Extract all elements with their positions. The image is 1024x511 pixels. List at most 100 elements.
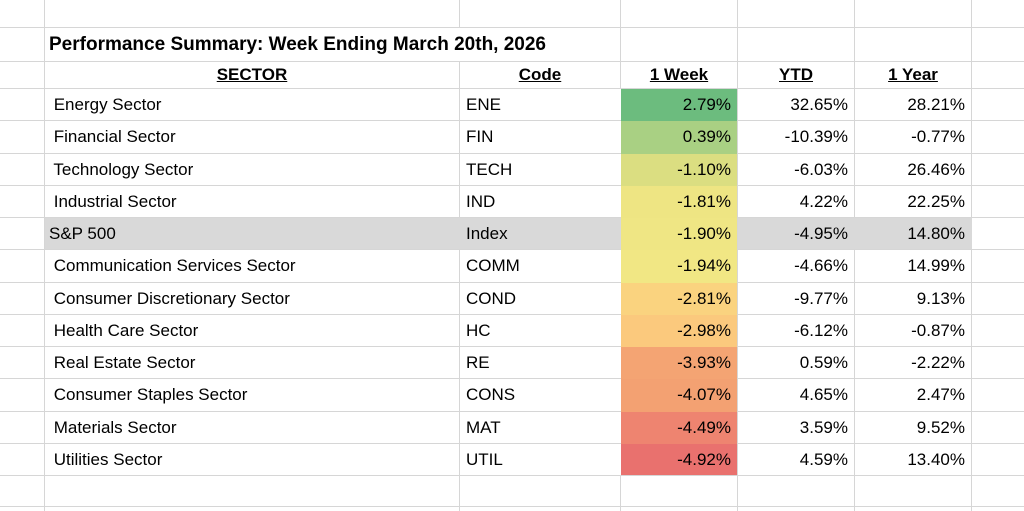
column-header-code[interactable]: Code — [460, 62, 621, 88]
cell-ytd-value[interactable]: -9.77% — [738, 282, 855, 314]
cell-one-year-value[interactable]: -0.77% — [855, 121, 972, 153]
empty-cell[interactable] — [972, 62, 1024, 88]
cell-sector-name[interactable]: S&P 500 — [45, 218, 460, 250]
empty-cell[interactable] — [0, 476, 45, 506]
empty-cell[interactable] — [972, 218, 1024, 249]
cell-one-week-value[interactable]: -2.81% — [621, 282, 738, 315]
empty-cell[interactable] — [972, 476, 1024, 506]
column-header-ytd[interactable]: YTD — [738, 62, 855, 88]
cell-one-week-value[interactable]: -4.07% — [621, 379, 738, 412]
empty-cell[interactable] — [45, 476, 460, 506]
row-header-cell[interactable] — [0, 443, 45, 475]
cell-ytd-value[interactable]: -10.39% — [738, 121, 855, 153]
cell-one-year-value[interactable]: -2.22% — [855, 347, 972, 379]
row-header-cell[interactable] — [0, 250, 45, 282]
row-header-cell[interactable] — [0, 314, 45, 346]
cell-one-week-value[interactable]: -1.90% — [621, 218, 738, 251]
cell-one-week-value[interactable]: -3.93% — [621, 347, 738, 380]
cell-one-week-value[interactable]: -1.94% — [621, 250, 738, 283]
cell-sector-code[interactable]: FIN — [466, 127, 494, 147]
empty-cell[interactable] — [972, 250, 1024, 281]
cell-ytd-value[interactable]: 0.59% — [738, 347, 855, 379]
cell-one-year-value[interactable]: 14.99% — [855, 250, 972, 282]
row-header-cell[interactable] — [0, 153, 45, 185]
cell-sector-name[interactable]: Materials Sector — [45, 411, 460, 443]
cell-sector-name[interactable]: Consumer Discretionary Sector — [45, 282, 460, 314]
cell-ytd-value[interactable]: 32.65% — [738, 89, 855, 121]
empty-cell[interactable] — [621, 507, 738, 511]
cell-one-year-value[interactable]: 28.21% — [855, 89, 972, 121]
empty-cell[interactable] — [972, 154, 1024, 185]
empty-cell[interactable] — [972, 28, 1024, 61]
empty-cell[interactable] — [0, 62, 45, 88]
cell-one-week-value[interactable]: 2.79% — [621, 89, 738, 122]
cell-one-week-value[interactable]: -2.98% — [621, 314, 738, 347]
cell-one-week-value[interactable]: -4.49% — [621, 411, 738, 444]
cell-ytd-value[interactable]: 3.59% — [738, 411, 855, 443]
row-header-cell[interactable] — [0, 89, 45, 121]
row-header-cell[interactable] — [0, 121, 45, 153]
empty-cell[interactable] — [972, 315, 1024, 346]
sheet-title[interactable]: Performance Summary: Week Ending March 2… — [45, 28, 621, 61]
row-header-cell[interactable] — [0, 411, 45, 443]
cell-one-year-value[interactable]: 22.25% — [855, 185, 972, 217]
empty-cell[interactable] — [855, 0, 972, 27]
cell-sector-name[interactable]: Utilities Sector — [45, 443, 460, 475]
cell-sector-code[interactable]: Index — [460, 218, 621, 250]
cell-sector-code[interactable]: RE — [466, 353, 490, 372]
cell-one-week-value[interactable]: 0.39% — [621, 121, 738, 154]
cell-sector-code[interactable]: COMM — [466, 256, 520, 276]
cell-sector-code[interactable]: ENE — [466, 95, 501, 114]
cell-one-week-value[interactable]: -4.92% — [621, 443, 738, 475]
empty-cell[interactable] — [972, 379, 1024, 410]
empty-cell[interactable] — [0, 28, 45, 61]
cell-sector-name[interactable]: Consumer Staples Sector — [45, 379, 460, 411]
empty-cell[interactable] — [972, 89, 1024, 120]
cell-sector-code[interactable]: HC — [466, 320, 491, 340]
row-header-cell[interactable] — [0, 185, 45, 217]
column-header-one-year[interactable]: 1 Year — [855, 62, 972, 88]
empty-cell[interactable] — [855, 28, 972, 61]
cell-one-year-value[interactable]: 9.52% — [855, 411, 972, 443]
cell-sector-code[interactable]: TECH — [466, 159, 513, 179]
cell-sector-name[interactable]: Energy Sector — [45, 89, 460, 121]
empty-cell[interactable] — [855, 507, 972, 511]
empty-cell[interactable] — [621, 0, 738, 27]
cell-sector-code[interactable]: COND — [466, 288, 517, 308]
empty-cell[interactable] — [738, 28, 855, 61]
cell-sector-code[interactable]: UTIL — [466, 449, 503, 469]
cell-sector-name[interactable]: Financial Sector — [45, 121, 460, 153]
empty-cell[interactable] — [972, 347, 1024, 378]
cell-sector-code[interactable]: IND — [466, 191, 496, 211]
empty-cell[interactable] — [460, 476, 621, 506]
cell-one-week-value[interactable]: -1.81% — [621, 185, 738, 218]
cell-one-year-value[interactable]: 14.80% — [855, 218, 972, 250]
row-header-cell[interactable] — [0, 218, 45, 250]
cell-sector-name[interactable]: Health Care Sector — [45, 314, 460, 346]
cell-sector-name[interactable]: Technology Sector — [45, 153, 460, 185]
empty-cell[interactable] — [738, 507, 855, 511]
empty-cell[interactable] — [855, 476, 972, 506]
cell-ytd-value[interactable]: 4.65% — [738, 379, 855, 411]
cell-ytd-value[interactable]: 4.59% — [738, 443, 855, 475]
cell-one-year-value[interactable]: 2.47% — [855, 379, 972, 411]
column-header-sector[interactable]: SECTOR — [45, 62, 460, 88]
empty-cell[interactable] — [621, 476, 738, 506]
empty-cell[interactable] — [738, 0, 855, 27]
empty-cell[interactable] — [0, 0, 45, 27]
cell-one-year-value[interactable]: 26.46% — [855, 153, 972, 185]
empty-cell[interactable] — [45, 0, 460, 27]
empty-cell[interactable] — [621, 28, 738, 61]
empty-cell[interactable] — [972, 283, 1024, 314]
cell-ytd-value[interactable]: -4.66% — [738, 250, 855, 282]
empty-cell[interactable] — [738, 476, 855, 506]
column-header-one-week[interactable]: 1 Week — [621, 62, 738, 88]
empty-cell[interactable] — [972, 121, 1024, 152]
cell-one-year-value[interactable]: -0.87% — [855, 314, 972, 346]
cell-ytd-value[interactable]: 4.22% — [738, 185, 855, 217]
empty-cell[interactable] — [972, 0, 1024, 27]
row-header-cell[interactable] — [0, 282, 45, 314]
cell-ytd-value[interactable]: -4.95% — [738, 218, 855, 250]
cell-sector-code[interactable]: CONS — [466, 385, 516, 405]
empty-cell[interactable] — [0, 507, 45, 511]
